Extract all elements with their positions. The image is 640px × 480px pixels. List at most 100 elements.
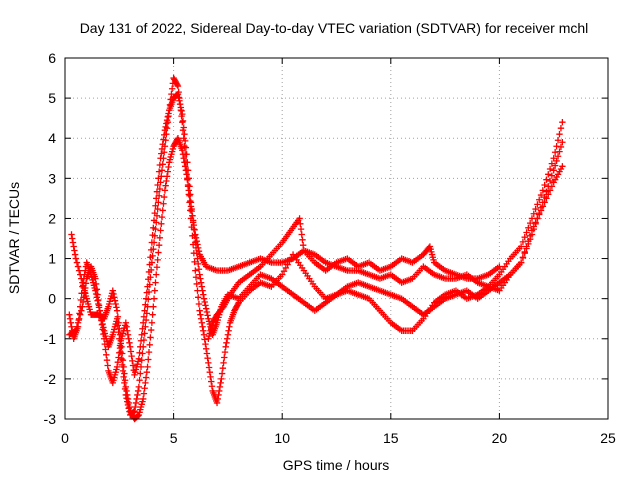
data-point xyxy=(279,271,286,278)
data-point xyxy=(72,327,80,334)
data-point xyxy=(129,362,137,369)
data-point xyxy=(202,345,210,353)
data-point xyxy=(179,127,187,134)
data-point xyxy=(216,383,224,391)
data-point xyxy=(95,296,102,304)
data-point xyxy=(77,311,84,318)
axis-ticks xyxy=(64,57,609,420)
data-point xyxy=(528,227,536,234)
data-point xyxy=(168,90,175,98)
data-point xyxy=(161,187,169,194)
data-point xyxy=(112,300,119,308)
data-point xyxy=(556,131,563,138)
data-point xyxy=(181,131,188,138)
data-point xyxy=(166,106,173,114)
data-point xyxy=(187,215,195,222)
data-point xyxy=(143,310,151,317)
data-point xyxy=(120,373,127,381)
data-point xyxy=(195,266,203,273)
data-point xyxy=(134,412,142,419)
data-point xyxy=(123,323,130,330)
data-point xyxy=(176,100,184,108)
data-point xyxy=(187,197,194,205)
y-tick-label: 5 xyxy=(48,90,56,106)
data-point xyxy=(195,294,202,301)
data-point xyxy=(155,168,163,175)
data-point xyxy=(165,163,172,171)
data-point xyxy=(197,311,204,318)
data-point xyxy=(197,275,204,282)
data-point xyxy=(118,350,126,357)
data-point xyxy=(296,215,303,222)
data-point xyxy=(103,356,111,364)
data-point xyxy=(68,323,75,330)
data-point xyxy=(525,237,532,245)
data-point xyxy=(181,143,188,150)
data-point xyxy=(299,236,306,244)
y-tick-label: 6 xyxy=(48,50,56,66)
data-point xyxy=(114,322,122,329)
data-point xyxy=(134,391,141,399)
data-point xyxy=(133,395,140,403)
y-tick-label: -3 xyxy=(44,411,57,427)
data-point xyxy=(153,219,160,226)
data-point xyxy=(134,413,141,420)
data-point xyxy=(100,324,107,331)
data-point xyxy=(197,279,205,286)
data-point xyxy=(174,82,182,90)
data-point xyxy=(158,173,165,180)
y-tick-label: 3 xyxy=(48,170,56,186)
data-point xyxy=(148,259,156,266)
data-point xyxy=(532,205,539,213)
data-point xyxy=(192,234,200,242)
data-point xyxy=(521,248,528,256)
data-point xyxy=(550,167,557,174)
data-point xyxy=(280,268,288,275)
data-point xyxy=(163,131,170,138)
data-point xyxy=(183,167,190,174)
data-point xyxy=(67,319,74,326)
data-point xyxy=(97,310,104,318)
data-point xyxy=(92,290,100,298)
data-point xyxy=(118,355,125,363)
data-point xyxy=(98,317,106,324)
data-point xyxy=(519,254,527,261)
data-point xyxy=(78,275,85,282)
data-point xyxy=(136,377,143,384)
data-point xyxy=(145,356,152,363)
data-point xyxy=(207,373,214,381)
data-point xyxy=(160,149,168,156)
data-point xyxy=(543,176,550,183)
data-point xyxy=(537,191,545,199)
data-point xyxy=(156,161,164,169)
data-point xyxy=(534,215,541,222)
x-tick-label: 15 xyxy=(383,430,399,446)
data-point xyxy=(165,112,172,120)
data-point xyxy=(119,367,127,375)
data-point xyxy=(221,348,229,356)
data-point xyxy=(113,315,121,322)
data-point xyxy=(204,354,211,362)
data-point xyxy=(184,175,191,182)
data-point xyxy=(193,280,200,288)
data-point xyxy=(74,319,82,326)
data-point xyxy=(181,151,189,158)
data-point xyxy=(104,362,111,369)
y-axis-label: SDTVAR / TECUs xyxy=(6,182,22,294)
data-point xyxy=(150,239,158,246)
data-point xyxy=(113,307,121,314)
data-point xyxy=(68,231,75,238)
data-point xyxy=(288,254,295,262)
data-point xyxy=(200,295,208,302)
data-point xyxy=(553,143,560,150)
data-point xyxy=(147,326,155,334)
data-point xyxy=(205,364,213,371)
data-point xyxy=(284,261,291,268)
data-point xyxy=(160,193,168,201)
data-point xyxy=(218,370,226,377)
data-point xyxy=(137,363,145,371)
data-point xyxy=(530,223,537,230)
data-point xyxy=(98,314,105,321)
data-point xyxy=(124,398,131,405)
data-point xyxy=(115,328,122,336)
